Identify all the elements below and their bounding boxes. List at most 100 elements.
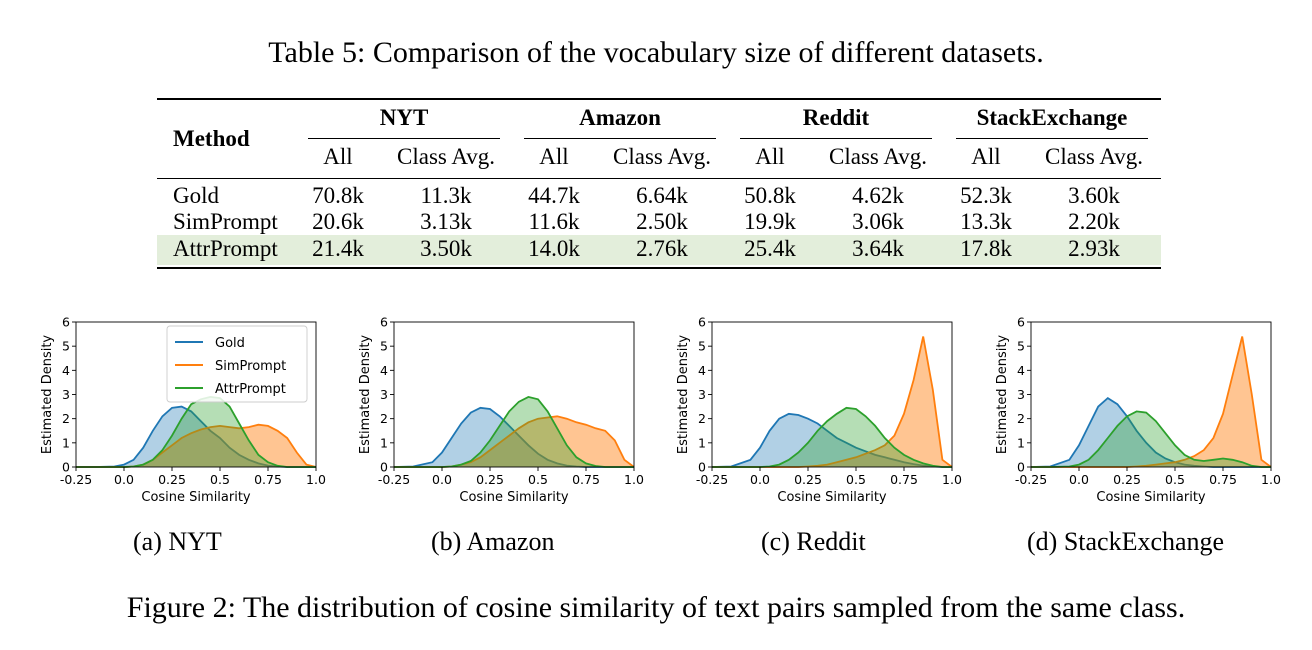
table-subheader-all: All [971, 144, 1001, 169]
y-tick-label: 2 [380, 411, 388, 426]
table-cell: 3.06k [852, 209, 904, 234]
table-subheader-all: All [755, 144, 785, 169]
y-tick-label: 6 [1017, 315, 1025, 330]
series-area-simprompt [76, 424, 316, 467]
series-area-attrprompt [1031, 411, 1271, 467]
y-tick-label: 5 [698, 339, 706, 354]
x-axis-label: Cosine Similarity [777, 490, 887, 505]
y-axis-label: Estimated Density [995, 335, 1010, 455]
legend-box [166, 325, 308, 403]
table-top-rule [157, 98, 1161, 100]
x-tick-label: 0.5 [528, 472, 548, 487]
x-tick-label: 0.75 [572, 472, 600, 487]
series-area-simprompt [712, 336, 952, 467]
table-cell: 70.8k [312, 183, 364, 208]
table-row-method: Gold [173, 183, 219, 208]
table-cell: 3.60k [1068, 183, 1120, 208]
x-tick-label: 1.0 [306, 472, 326, 487]
y-tick-label: 0 [380, 460, 388, 475]
table-cell: 2.50k [636, 209, 688, 234]
table-cell: 3.50k [420, 236, 472, 261]
x-tick-label: -0.25 [1015, 472, 1047, 487]
y-tick-label: 3 [62, 387, 70, 402]
x-tick-label: 0.25 [1113, 472, 1141, 487]
table-header-method: Method [173, 126, 250, 151]
y-tick-label: 1 [62, 435, 70, 450]
figure-caption: Figure 2: The distribution of cosine sim… [126, 591, 1186, 624]
table-cell: 13.3k [960, 209, 1012, 234]
subcaption: (d) StackExchange [1027, 527, 1225, 556]
density-plot: -0.25 0.0 0.25 0.5 0.75 1.0 0 1 2 3 4 5 6 Cosine Simi… [995, 315, 1281, 506]
series-area-simprompt [1031, 336, 1271, 467]
table-cell: 3.13k [420, 209, 472, 234]
cmidrule-reddit [740, 138, 932, 139]
table-subheader-class-avg: Class Avg. [613, 144, 711, 169]
x-tick-label: 0.0 [432, 472, 452, 487]
table-cell: 2.93k [1068, 236, 1120, 261]
x-axis-label: Cosine Similarity [459, 490, 569, 505]
table-cell: 17.8k [960, 236, 1012, 261]
cmidrule-stackexchange [956, 138, 1148, 139]
table-cell: 25.4k [744, 236, 796, 261]
table-cell: 3.64k [852, 236, 904, 261]
y-tick-label: 0 [698, 460, 706, 475]
table-bottom-rule [157, 267, 1161, 269]
legend-label: Gold [215, 336, 245, 351]
y-tick-label: 5 [380, 339, 388, 354]
x-tick-label: 0.0 [750, 472, 770, 487]
x-tick-label: 0.75 [254, 472, 282, 487]
table-cell: 11.3k [420, 183, 472, 208]
table-caption: Table 5: Comparison of the vocabulary si… [268, 36, 1044, 69]
x-tick-label: 0.5 [210, 472, 230, 487]
series-area-gold [394, 407, 634, 467]
series-area-gold [712, 413, 952, 467]
cmidrule-nyt [308, 138, 500, 139]
density-plot: -0.25 0.0 0.25 0.5 0.75 1.0 0 1 2 3 4 5 6 Cosine Simi… [358, 315, 644, 506]
y-tick-label: 3 [380, 387, 388, 402]
density-plot: -0.25 0.0 0.25 0.5 0.75 1.0 0 1 2 3 4 5 6 Cosine Simi… [676, 315, 962, 506]
table-mid-rule [157, 178, 1161, 179]
y-tick-label: 4 [1017, 363, 1025, 378]
x-tick-label: 0.5 [846, 472, 866, 487]
y-tick-label: 4 [380, 363, 388, 378]
series-area-gold [76, 406, 316, 467]
x-axis-label: Cosine Similarity [141, 490, 251, 505]
y-tick-label: 1 [1017, 435, 1025, 450]
series-area-gold [1031, 398, 1271, 467]
x-tick-label: 0.25 [476, 472, 504, 487]
x-tick-label: 1.0 [1261, 472, 1281, 487]
y-tick-label: 4 [698, 363, 706, 378]
y-axis-label: Estimated Density [358, 335, 373, 455]
legend-label: SimPrompt [215, 359, 286, 374]
subcaption: (a) NYT [133, 527, 222, 556]
series-area-attrprompt [394, 396, 634, 467]
table-cell: 19.9k [744, 209, 796, 234]
table-cell: 44.7k [528, 183, 580, 208]
table-row-method: SimPrompt [173, 209, 278, 234]
y-tick-label: 3 [1017, 387, 1025, 402]
y-tick-label: 2 [62, 411, 70, 426]
table-cell: 2.20k [1068, 209, 1120, 234]
x-tick-label: 0.5 [1165, 472, 1185, 487]
table-subheader-class-avg: Class Avg. [397, 144, 495, 169]
x-tick-label: 1.0 [942, 472, 962, 487]
x-tick-label: -0.25 [696, 472, 728, 487]
table-cell: 20.6k [312, 209, 364, 234]
y-tick-label: 6 [698, 315, 706, 330]
table-header-dataset: NYT [379, 105, 429, 130]
table-row-method: AttrPrompt [173, 236, 278, 261]
table-highlight-row [157, 235, 1161, 265]
x-tick-label: 0.0 [1069, 472, 1089, 487]
x-tick-label: 0.0 [114, 472, 134, 487]
x-tick-label: 0.25 [158, 472, 186, 487]
x-tick-label: 1.0 [624, 472, 644, 487]
table-header-dataset: Reddit [802, 105, 870, 130]
x-axis-label: Cosine Similarity [1096, 490, 1206, 505]
table-header-dataset: StackExchange [976, 105, 1128, 130]
series-line-gold [711, 412, 952, 468]
y-tick-label: 5 [62, 339, 70, 354]
table-cell: 14.0k [528, 236, 580, 261]
y-tick-label: 5 [1017, 339, 1025, 354]
y-tick-label: 6 [62, 315, 70, 330]
y-tick-label: 2 [698, 411, 706, 426]
